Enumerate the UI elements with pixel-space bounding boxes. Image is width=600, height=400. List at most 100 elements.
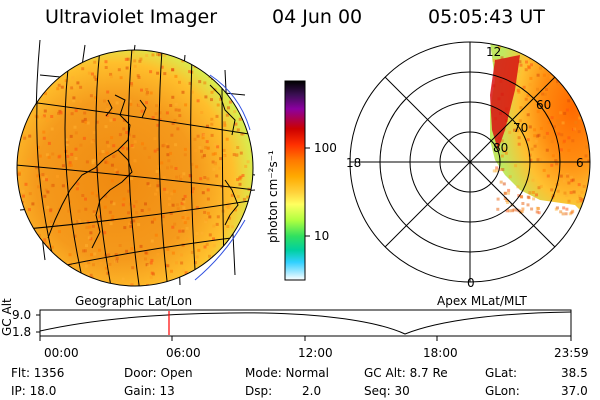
time-label: 05:05:43 UT [428, 6, 545, 28]
mlt-label-18: 18 [346, 156, 362, 170]
emission-speckle [126, 181, 129, 184]
emission-speckle [119, 76, 123, 80]
emission-speckle [57, 207, 61, 211]
mlat-label-70: 70 [513, 121, 529, 135]
emission-speckle [86, 121, 90, 125]
emission-speckle [545, 88, 548, 91]
emission-speckle [151, 53, 155, 57]
emission-speckle [190, 162, 194, 166]
emission-speckle [516, 185, 520, 189]
emission-speckle [103, 231, 107, 235]
emission-speckle [130, 205, 134, 209]
emission-speckle [72, 96, 76, 100]
emission-speckle [130, 220, 133, 224]
emission-speckle [36, 145, 40, 149]
emission-speckle [91, 159, 95, 163]
emission-speckle [529, 102, 533, 106]
emission-speckle [183, 221, 187, 225]
emission-speckle [49, 208, 53, 212]
emission-speckle [56, 87, 60, 91]
emission-speckle [186, 216, 190, 220]
emission-speckle [520, 210, 524, 214]
emission-speckle [516, 69, 520, 73]
emission-speckle [47, 155, 51, 159]
emission-speckle [42, 114, 46, 118]
emission-speckle [539, 184, 543, 188]
emission-speckle [149, 70, 153, 74]
emission-speckle [73, 125, 77, 129]
emission-speckle [529, 76, 533, 80]
emission-speckle [156, 71, 160, 75]
emission-speckle [542, 135, 546, 139]
emission-speckle [180, 253, 183, 257]
emission-speckle [176, 236, 180, 240]
emission-speckle [526, 195, 530, 199]
emission-speckle [112, 118, 116, 122]
emission-speckle [212, 244, 216, 248]
emission-speckle [169, 151, 172, 155]
emission-speckle [528, 125, 532, 129]
emission-speckle [94, 82, 98, 86]
emission-speckle [91, 161, 95, 165]
emission-speckle [176, 207, 180, 211]
emission-speckle [230, 207, 234, 210]
emission-speckle [174, 103, 178, 106]
emission-speckle [125, 66, 129, 70]
emission-speckle [567, 199, 571, 203]
emission-speckle [556, 189, 560, 193]
emission-speckle [174, 143, 178, 147]
emission-speckle [153, 217, 157, 221]
emission-speckle [182, 219, 186, 223]
emission-speckle [127, 211, 131, 215]
emission-speckle [69, 134, 73, 138]
emission-speckle [71, 76, 75, 80]
emission-speckle [105, 114, 109, 117]
emission-speckle [193, 261, 197, 265]
emission-speckle [550, 163, 554, 167]
emission-speckle [94, 77, 98, 81]
emission-speckle [189, 174, 193, 178]
date-label: 04 Jun 00 [272, 6, 363, 28]
emission-speckle [183, 153, 187, 157]
emission-speckle [184, 215, 188, 219]
emission-speckle [166, 145, 170, 149]
emission-speckle [21, 189, 25, 193]
emission-speckle [103, 205, 107, 209]
emission-speckle [104, 266, 108, 270]
emission-speckle [37, 185, 40, 189]
emission-speckle [139, 57, 143, 61]
emission-speckle [236, 178, 240, 182]
emission-speckle [110, 163, 114, 167]
emission-speckle [24, 182, 28, 186]
emission-speckle [551, 154, 555, 158]
emission-speckle [73, 85, 76, 89]
emission-speckle [106, 90, 110, 94]
emission-speckle [246, 160, 250, 164]
emission-speckle [542, 107, 546, 111]
emission-speckle [578, 197, 582, 200]
emission-speckle [152, 272, 155, 276]
emission-speckle [36, 174, 40, 178]
emission-speckle [585, 145, 589, 149]
emission-speckle [529, 158, 533, 162]
emission-speckle [512, 208, 516, 212]
emission-speckle [196, 99, 200, 103]
emission-speckle [542, 73, 546, 77]
emission-speckle [117, 68, 121, 72]
emission-speckle [525, 110, 529, 114]
emission-speckle [570, 98, 574, 102]
emission-speckle [70, 86, 74, 90]
emission-speckle [91, 72, 94, 76]
emission-speckle [495, 169, 499, 173]
emission-speckle [564, 212, 568, 216]
emission-speckle [89, 231, 93, 235]
emission-speckle [137, 223, 141, 227]
emission-speckle [140, 109, 144, 113]
timeline-xtick-1200: 12:00 [298, 346, 333, 360]
emission-speckle [524, 68, 528, 72]
emission-speckle [492, 169, 496, 173]
emission-speckle [499, 180, 503, 184]
emission-speckle [179, 177, 183, 181]
emission-speckle [105, 140, 109, 144]
